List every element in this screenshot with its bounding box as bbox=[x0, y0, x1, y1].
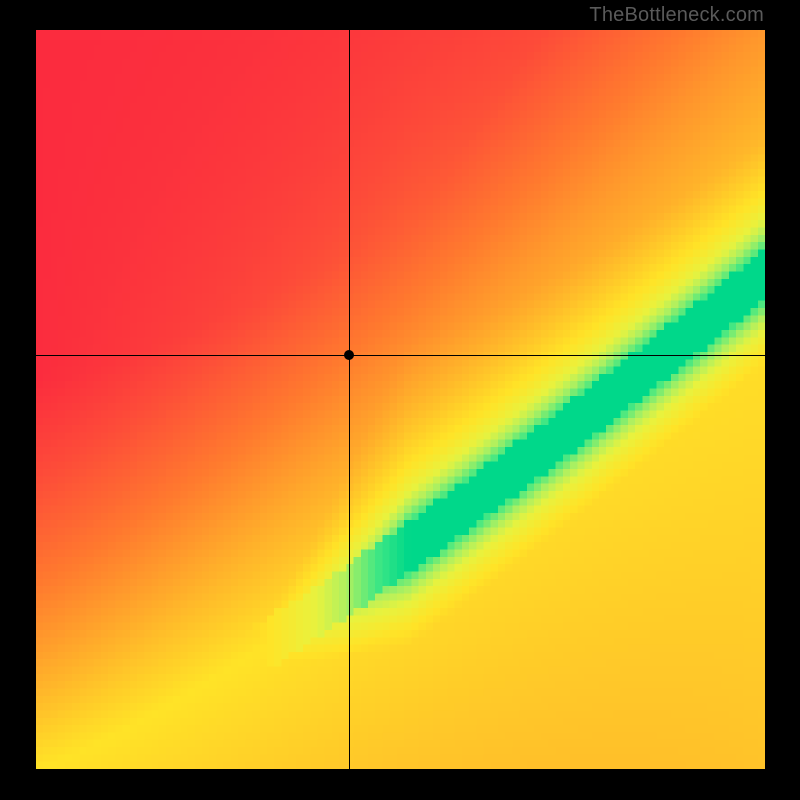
watermark-text: TheBottleneck.com bbox=[589, 4, 764, 27]
crosshair-vertical bbox=[349, 30, 350, 769]
chart-frame: TheBottleneck.com bbox=[0, 0, 800, 800]
crosshair-horizontal bbox=[36, 355, 765, 356]
bottleneck-heatmap bbox=[36, 30, 765, 769]
